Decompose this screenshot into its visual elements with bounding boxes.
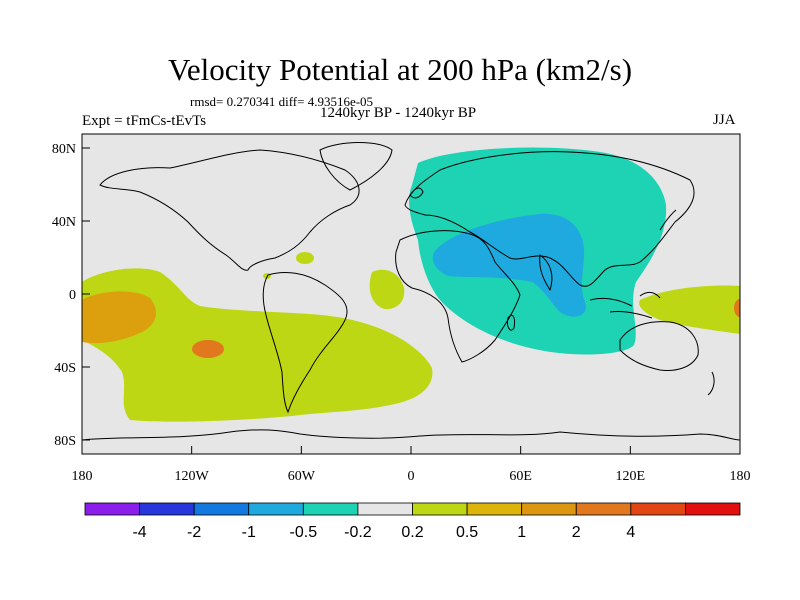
antarctica-coast: [82, 429, 740, 441]
british-isles-coast: [409, 187, 424, 199]
north-america-coast: [99, 149, 360, 271]
south-america-coast: [262, 272, 348, 414]
season-label: JJA: [713, 112, 736, 128]
indonesia-coast: [589, 291, 661, 319]
lon-tick-label: 120W: [175, 469, 210, 484]
colorbar-swatch: [685, 502, 741, 516]
central-pacific-maximum: [82, 291, 156, 344]
western-pacific-maximum: [734, 299, 740, 317]
colorbar-swatch: [521, 502, 577, 516]
page-title: Velocity Potential at 200 hPa (km2/s): [167, 52, 633, 87]
period-label: 1240kyr BP - 1240kyr BP: [320, 105, 477, 121]
experiment-label: Expt = tFmCs-tEvTs: [82, 113, 207, 129]
lat-tick-label: 40N: [52, 215, 76, 230]
colorbar-swatch: [248, 502, 304, 516]
colorbar-label: 1: [517, 524, 526, 541]
caribbean-patch: [296, 252, 314, 264]
longitude-axis: 180 120W 60W 0 60E 120E 180: [72, 446, 751, 484]
south-asia-minimum: [432, 213, 586, 317]
lon-tick-label: 180: [72, 469, 93, 484]
colorbar-swatch: [357, 502, 413, 516]
madagascar-coast: [507, 314, 515, 331]
tropical-atlantic-positive-anomaly: [369, 269, 405, 310]
lat-tick-label: 40S: [54, 361, 76, 376]
africa-coast: [395, 230, 521, 363]
australia-coast: [619, 321, 699, 371]
greenland-coast: [319, 142, 393, 191]
new-zealand-coast: [707, 371, 715, 396]
colorbar-label: 0.5: [456, 524, 478, 541]
colorbar-label: 4: [626, 524, 635, 541]
pacific-secondary-maximum: [192, 340, 224, 358]
south-pacific-positive-anomaly: [82, 268, 433, 422]
colorbar-swatch: [466, 502, 523, 516]
lon-tick-label: 0: [408, 469, 415, 484]
colorbar: -4 -2 -1 -0.5 -0.2 0.2 0.5 1 2 4: [84, 502, 741, 541]
colorbar-swatch: [575, 502, 632, 516]
colorbar-label: -1: [242, 524, 256, 541]
latitude-axis: 80N 40N 0 40S 80S: [52, 142, 90, 449]
india-coast: [539, 254, 553, 292]
colorbar-swatch: [139, 502, 195, 516]
lon-tick-label: 60W: [288, 469, 316, 484]
lat-tick-label: 80S: [54, 434, 76, 449]
colorbar-label: -2: [187, 524, 201, 541]
colorbar-swatch: [84, 502, 140, 516]
colorbar-label: -0.5: [290, 524, 318, 541]
colorbar-label: 2: [572, 524, 581, 541]
japan-coast: [659, 209, 677, 231]
eurasia-coast: [404, 151, 695, 287]
colorbar-label: -0.2: [344, 524, 372, 541]
lat-tick-label: 0: [69, 288, 76, 303]
coastlines: [82, 142, 740, 441]
lon-tick-label: 60E: [509, 469, 532, 484]
colorbar-swatch: [193, 502, 250, 516]
lon-tick-label: 180: [730, 469, 751, 484]
western-pacific-positive-anomaly: [639, 285, 740, 334]
colorbar-label: 0.2: [401, 524, 423, 541]
lat-tick-label: 80N: [52, 142, 76, 157]
colorbar-swatch: [302, 502, 359, 516]
anomaly-fields: [82, 142, 740, 441]
colorbar-label: -4: [132, 524, 146, 541]
colorbar-swatch: [630, 502, 686, 516]
stats-subtitle: rmsd= 0.270341 diff= 4.93516e-05: [190, 94, 374, 109]
colorbar-swatch: [412, 502, 468, 516]
lon-tick-label: 120E: [616, 469, 646, 484]
